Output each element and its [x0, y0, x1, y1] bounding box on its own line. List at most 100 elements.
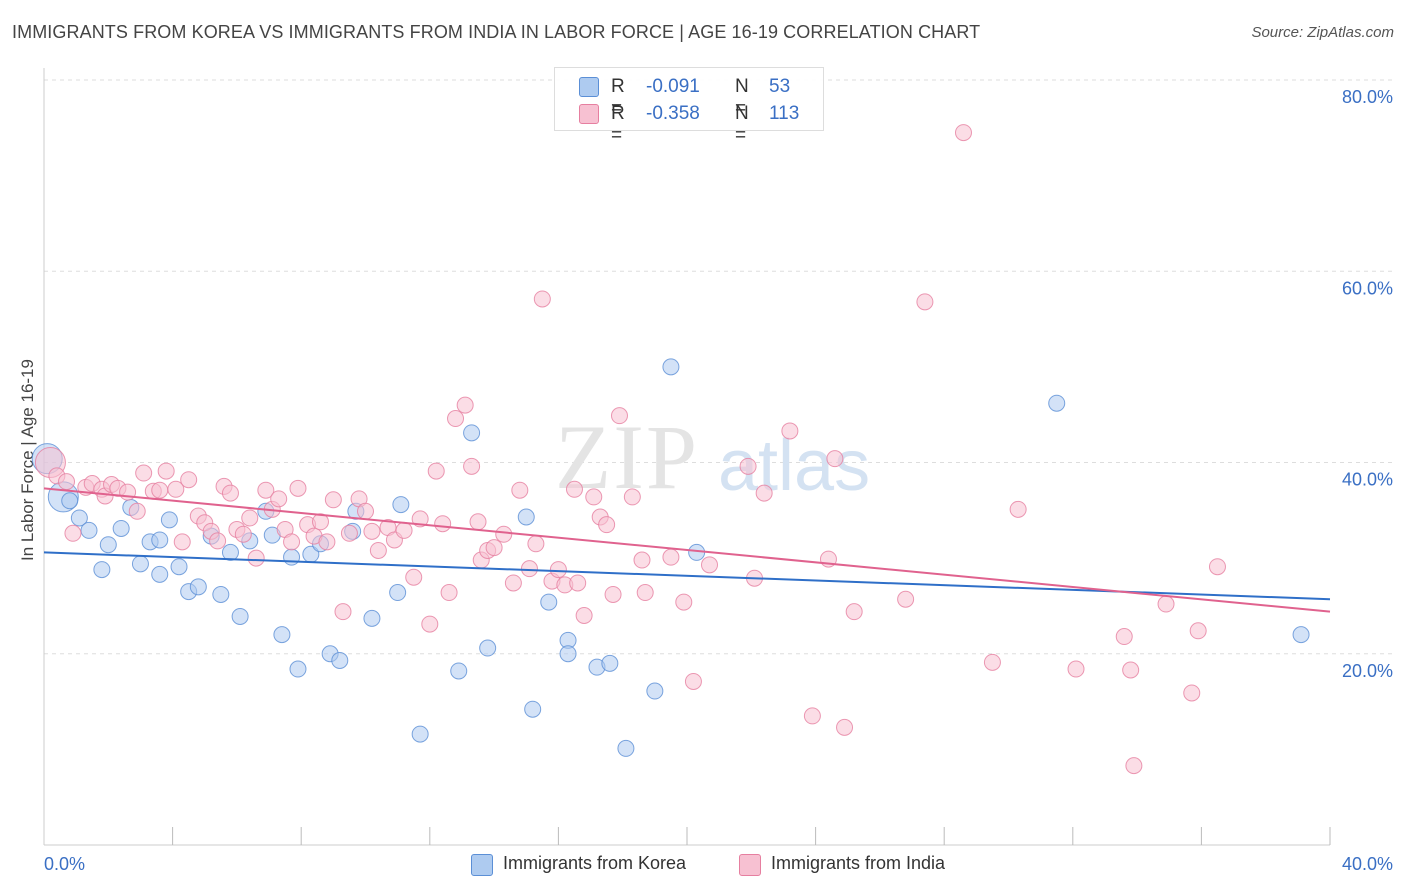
data-point-korea — [99, 536, 117, 554]
data-point-india — [340, 524, 358, 542]
data-point-korea — [463, 424, 481, 442]
data-point-india — [781, 422, 799, 440]
data-point-india — [447, 410, 465, 428]
data-point-korea — [93, 561, 111, 579]
grid — [44, 79, 1392, 655]
data-point-india — [469, 513, 487, 531]
data-point-india — [1009, 500, 1027, 518]
legend-swatch-korea — [579, 77, 599, 97]
data-point-korea — [80, 521, 98, 539]
data-point-korea — [189, 578, 207, 596]
data-point-india — [221, 484, 239, 502]
data-point-korea — [283, 548, 301, 566]
data-point-india — [135, 464, 153, 482]
data-point-india — [575, 607, 593, 624]
data-point-india — [897, 590, 915, 608]
data-point-india — [289, 479, 307, 497]
data-point-india — [504, 574, 522, 592]
data-point-india — [58, 473, 76, 491]
data-point-korea — [331, 651, 349, 669]
data-point-korea — [221, 543, 239, 561]
data-point-korea — [601, 654, 619, 672]
data-point-india — [495, 525, 513, 543]
data-point-korea — [524, 700, 542, 718]
data-point-india — [357, 502, 374, 520]
data-point-india — [1122, 661, 1140, 679]
data-point-india — [633, 551, 651, 569]
data-point-india — [456, 396, 474, 414]
data-point-india — [485, 539, 503, 557]
data-point-india — [675, 593, 693, 611]
data-point-india — [826, 450, 844, 468]
data-point-korea — [273, 626, 291, 644]
data-point-india — [755, 484, 773, 502]
data-point-korea — [389, 584, 407, 602]
tick-labels: 20.0% 40.0% 60.0% 80.0% 0.0% 40.0% — [44, 87, 1393, 874]
data-point-india — [167, 480, 185, 498]
legend-n-label: N = — [735, 103, 749, 146]
data-point-korea — [151, 531, 169, 549]
stats-legend: R = -0.091 N = 53 R = -0.358 N = 113 — [554, 67, 824, 146]
data-point-india — [173, 533, 191, 551]
x-tick-label: 0.0% — [44, 854, 85, 874]
data-point-korea — [363, 609, 381, 627]
data-point-korea — [170, 558, 188, 576]
data-point-india — [241, 509, 259, 527]
y-tick-label: 40.0% — [1342, 470, 1393, 490]
data-point-korea — [540, 593, 558, 611]
source-credit: Source: ZipAtlas.com — [1251, 24, 1394, 41]
data-point-india — [598, 516, 616, 534]
data-point-korea — [617, 739, 635, 757]
data-point-india — [363, 522, 381, 540]
data-point-india — [247, 549, 265, 567]
data-point-korea — [231, 607, 249, 625]
data-point-india — [427, 462, 445, 480]
data-point-korea — [662, 358, 680, 376]
data-point-india — [520, 560, 538, 578]
trend-lines — [43, 487, 1331, 613]
data-point-korea — [1048, 394, 1066, 412]
legend-swatch-india — [739, 854, 761, 876]
data-point-korea — [131, 555, 149, 573]
data-point-india — [395, 521, 413, 539]
data-point-korea — [479, 639, 497, 657]
data-point-india — [334, 603, 352, 621]
legend-r-label: R = — [611, 103, 625, 146]
data-point-india — [257, 481, 275, 499]
data-point-india — [128, 502, 146, 520]
data-point-india — [662, 548, 680, 566]
data-point-india — [739, 457, 757, 475]
data-point-india — [324, 491, 342, 509]
legend-swatch-korea — [471, 854, 493, 876]
data-point-india — [411, 510, 429, 528]
data-point-india — [421, 615, 439, 633]
data-point-korea — [559, 645, 577, 663]
data-point-india — [565, 480, 583, 498]
data-point-india — [916, 293, 934, 311]
data-point-korea — [450, 662, 468, 680]
data-point-korea — [70, 509, 88, 527]
data-point-korea — [112, 519, 130, 537]
data-point-india — [463, 457, 481, 475]
data-point-india — [836, 718, 854, 736]
data-point-india — [405, 568, 423, 586]
y-tick-label: 20.0% — [1342, 661, 1393, 681]
data-point-india — [604, 585, 622, 603]
data-point-india — [845, 603, 863, 621]
chart-title: IMMIGRANTS FROM KOREA VS IMMIGRANTS FROM… — [12, 22, 981, 42]
legend-r-value: -0.358 — [646, 103, 700, 124]
legend-n-value: 53 — [769, 76, 791, 97]
y-tick-label: 80.0% — [1342, 87, 1393, 107]
data-point-korea — [160, 511, 178, 529]
data-point-india — [64, 524, 82, 542]
trend-line-india — [43, 487, 1331, 613]
data-point-india — [549, 561, 567, 579]
legend-swatch-india — [579, 104, 599, 124]
data-point-india — [527, 535, 545, 553]
data-point-korea — [61, 492, 79, 510]
data-point-india — [610, 407, 628, 425]
data-point-india — [1125, 757, 1143, 775]
data-point-india — [434, 515, 452, 533]
data-point-korea — [517, 508, 535, 526]
